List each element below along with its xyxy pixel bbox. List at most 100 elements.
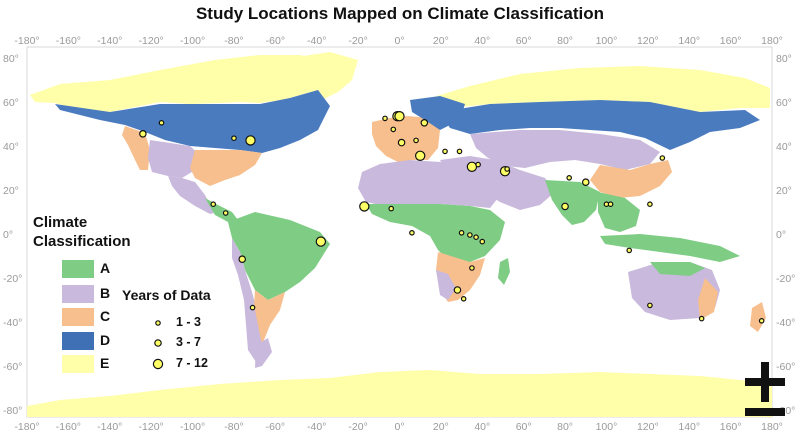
bottom-tick-label: 160°	[719, 421, 742, 433]
study-location-marker	[245, 135, 256, 146]
legend-swatch	[62, 308, 94, 326]
study-location-marker	[758, 317, 765, 324]
study-location-marker	[479, 238, 486, 245]
bottom-tick-label: 180°	[761, 421, 783, 433]
region-greenland	[290, 52, 358, 100]
left-tick-label: 40°	[3, 141, 19, 153]
study-location-marker	[460, 295, 467, 302]
top-tick-label: -20°	[348, 35, 368, 47]
left-tick-label: 20°	[3, 185, 19, 197]
study-location-marker	[222, 210, 229, 216]
region-australia-east	[698, 278, 718, 320]
study-location-marker	[315, 236, 327, 247]
top-tick-label: -40°	[307, 35, 327, 47]
study-location-marker	[581, 178, 590, 187]
study-location-marker	[467, 232, 473, 238]
map-title: Study Locations Mapped on Climate Classi…	[195, 4, 605, 23]
region-north-america-boreal	[55, 90, 330, 153]
years-legend-title: Years of Data	[122, 287, 211, 303]
region-africa-tropical	[366, 204, 505, 262]
region-new-zealand	[750, 302, 766, 332]
study-location-marker	[659, 155, 666, 161]
study-location-marker	[607, 201, 614, 208]
bottom-tick-label: -40°	[307, 421, 327, 433]
legend-swatch	[62, 355, 94, 373]
study-location-marker	[647, 302, 653, 309]
study-location-marker	[456, 148, 463, 155]
study-location-marker	[504, 166, 510, 172]
bottom-tick-label: 0°	[394, 421, 405, 433]
right-tick-label: 80°	[776, 53, 792, 65]
region-indonesia	[600, 234, 740, 262]
study-location-marker	[210, 201, 217, 208]
top-tick-label: -80°	[224, 35, 244, 47]
right-tick-label: 20°	[776, 185, 792, 197]
study-location-marker	[413, 137, 419, 144]
left-tick-label: -40°	[3, 317, 23, 329]
years-label: 1 - 3	[176, 315, 202, 329]
region-north-america-dry	[148, 140, 200, 178]
study-location-marker	[420, 119, 429, 127]
legend-label: E	[100, 355, 110, 371]
bottom-tick-label: -60°	[265, 421, 286, 433]
region-south-america-tropical	[228, 212, 330, 300]
legend-title-line2: Classification	[33, 233, 131, 250]
study-location-marker	[249, 304, 256, 311]
bottom-tick-label: -160°	[55, 421, 81, 433]
bottom-tick-label: 20°	[432, 421, 449, 433]
study-location-marker	[453, 286, 462, 294]
top-tick-label: -160°	[55, 35, 81, 47]
legend-swatch	[62, 260, 94, 278]
region-south-asia	[545, 180, 600, 225]
study-location-marker	[397, 138, 406, 147]
top-tick-label: 180°	[761, 35, 783, 47]
left-tick-label: 0°	[3, 229, 14, 241]
study-location-marker	[414, 150, 426, 161]
top-tick-label: -100°	[179, 35, 206, 47]
years-label: 3 - 7	[176, 335, 202, 349]
study-location-marker	[390, 126, 397, 133]
right-tick-label: 60°	[776, 97, 792, 109]
years-label: 7 - 12	[176, 356, 208, 370]
top-tick-label: 0°	[394, 35, 405, 47]
region-sahara	[358, 160, 498, 208]
large-marker-icon	[152, 358, 164, 370]
region-south-america-andes	[232, 238, 262, 362]
study-location-marker	[458, 230, 465, 236]
study-location-marker	[359, 201, 370, 212]
bottom-tick-label: 40°	[474, 421, 491, 433]
legend-swatch	[62, 332, 94, 350]
study-location-marker	[698, 315, 705, 322]
top-tick-label: 20°	[432, 35, 449, 47]
top-tick-label: 80°	[557, 35, 573, 47]
study-location-marker	[473, 234, 479, 241]
legend-label: B	[100, 285, 111, 301]
bottom-tick-label: 60°	[515, 421, 532, 433]
region-central-asia-dry	[470, 130, 660, 170]
zoom-in-button[interactable]	[743, 360, 787, 404]
region-north-america-tundra	[30, 55, 335, 112]
region-north-america-east	[190, 150, 262, 186]
region-patagonia	[255, 338, 272, 368]
left-tick-label: -60°	[3, 361, 23, 373]
study-location-marker	[647, 201, 653, 208]
medium-marker-icon	[154, 339, 162, 347]
bottom-tick-label: 140°	[678, 421, 701, 433]
bottom-tick-label: -120°	[138, 421, 164, 433]
left-tick-label: 60°	[3, 97, 19, 109]
study-location-marker	[469, 265, 475, 271]
left-tick-label: -20°	[3, 273, 23, 285]
region-eurasia-tundra	[430, 66, 770, 112]
region-southeast-asia	[598, 192, 640, 232]
top-tick-label: 120°	[636, 35, 659, 47]
study-location-marker	[388, 205, 395, 212]
right-tick-label: 0°	[776, 229, 787, 241]
zoom-out-button[interactable]	[743, 406, 787, 418]
bottom-tick-label: 120°	[636, 421, 659, 433]
study-location-marker	[442, 148, 448, 155]
region-asia-boreal	[440, 100, 760, 150]
top-tick-label: -140°	[97, 35, 123, 47]
study-location-marker	[139, 130, 147, 138]
bottom-tick-label: 80°	[557, 421, 573, 433]
